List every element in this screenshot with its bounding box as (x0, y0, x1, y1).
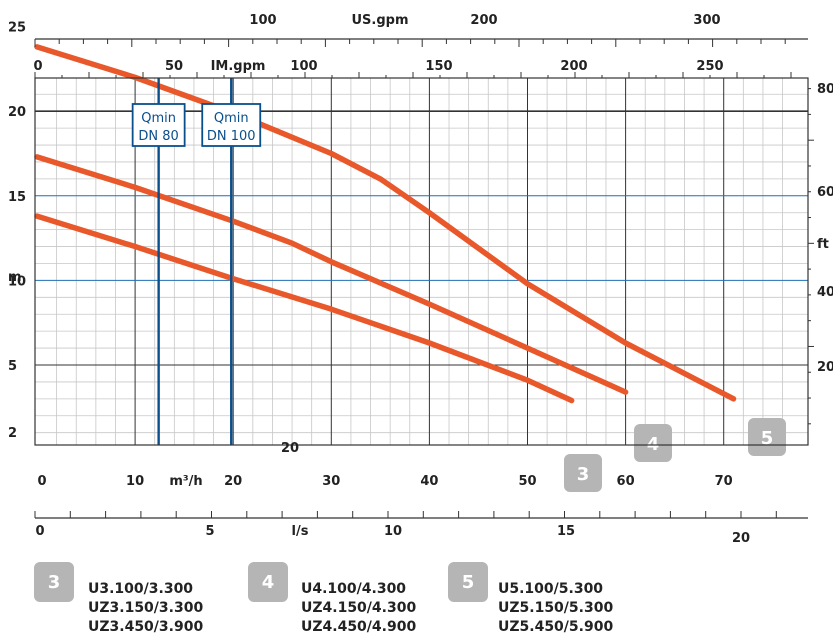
qmin-label-0: Qmin (141, 111, 176, 126)
legend-text-4: U4.100/4.300 UZ4.150/4.300 UZ4.450/4.900 (301, 561, 416, 637)
pump-curves: 34 5 (34, 44, 786, 492)
legend-5-line3: UZ5.450/5.900 (498, 619, 614, 635)
x-unit-label: m³/h (169, 474, 202, 489)
ls-unit-label: l/s (292, 524, 309, 539)
legend-text-3: U3.100/3.300 UZ3.150/3.300 UZ3.450/3.900 (88, 561, 203, 637)
im-gpm-tick-label: 50 (165, 59, 183, 74)
im-gpm-tick-label: 0 (33, 59, 42, 74)
pump-curve-4 (34, 154, 629, 395)
ls-tick-label: 10 (384, 524, 402, 539)
plot-frame (34, 77, 809, 446)
legend-badge-4: 4 (248, 562, 288, 602)
y-tick-label: 25 (8, 21, 26, 36)
x-tick-label: 0 (37, 474, 46, 489)
y-tick-label: 15 (8, 190, 26, 205)
curve-badge-3 (564, 454, 602, 492)
legend-4-line2: UZ4.150/4.300 (301, 600, 417, 616)
qmin-sublabel-1: DN 100 (207, 129, 256, 144)
im-gpm-tick-label: 100 (290, 59, 317, 74)
ls-tick-label: 0 (35, 524, 44, 539)
ls-tick-label: 20 (732, 531, 750, 546)
ls-tick-label: 15 (557, 524, 575, 539)
qmin-label-1: Qmin (214, 111, 249, 126)
im-gpm-tick-label: 250 (696, 59, 723, 74)
curve-badge-5 (748, 418, 786, 456)
legend-3-line2: UZ3.150/3.300 (88, 600, 204, 616)
qmin-box-1 (201, 103, 262, 147)
qmin-box-0 (131, 103, 186, 147)
curve-badge-4 (634, 424, 672, 462)
curve-badge-label-5: 5 (761, 428, 774, 449)
y-tick-label: 10 (8, 274, 26, 289)
x-tick-label: 20 (224, 474, 242, 489)
x-tick-label: 70 (715, 474, 733, 489)
legend-4-line3: UZ4.450/4.900 (301, 619, 417, 635)
legend-text-5: U5.100/5.300 UZ5.150/5.300 UZ5.450/5.900 (498, 561, 613, 637)
pump-curve-3 (34, 213, 575, 404)
axes (34, 38, 814, 519)
us-gpm-tick-label: 200 (470, 13, 497, 28)
ft-tick-label: 20 (817, 360, 833, 375)
curve-badge-label-3: 3 (577, 464, 590, 485)
y-tick-label: 5 (8, 359, 17, 374)
ft-unit-label: ft (817, 237, 829, 252)
ft-tick-label: 80 (817, 82, 833, 97)
qmin-lines: Qmin DN 80 Qmin DN 100 (131, 78, 262, 445)
qmin-sublabel-0: DN 80 (138, 129, 178, 144)
y-tick-label: 2 (8, 426, 17, 441)
ft-tick-label: 60 (817, 185, 833, 200)
y-unit-label: m (8, 270, 22, 285)
legend-3-line3: UZ3.450/3.900 (88, 619, 204, 635)
x-tick-label: 60 (617, 474, 635, 489)
y-tick-label: 20 (8, 105, 26, 120)
x-tick-label: 50 (518, 474, 536, 489)
legend-badge-5: 5 (448, 562, 488, 602)
pump-curve-5 (34, 44, 737, 402)
legend-4-line1: U4.100/4.300 (301, 581, 407, 597)
legend-5-line2: UZ5.150/5.300 (498, 600, 614, 616)
ft-tick-label: 40 (817, 285, 833, 300)
us-gpm-label: US.gpm (351, 13, 408, 28)
im-gpm-tick-label: 150 (425, 59, 452, 74)
x-tick-label: 30 (322, 474, 340, 489)
legend-badge-3: 3 (34, 562, 74, 602)
x-tick-label: 10 (126, 474, 144, 489)
us-gpm-tick-label: 300 (693, 13, 720, 28)
x-extra-label: 20 (281, 441, 299, 456)
im-gpm-tick-label: 200 (560, 59, 587, 74)
ls-tick-label: 5 (205, 524, 214, 539)
im-gpm-label: IM.gpm (211, 59, 266, 74)
us-gpm-tick-label: 100 (249, 13, 276, 28)
x-tick-label: 40 (420, 474, 438, 489)
legend-5-line1: U5.100/5.300 (498, 581, 604, 597)
legend-3-line1: U3.100/3.300 (88, 581, 194, 597)
